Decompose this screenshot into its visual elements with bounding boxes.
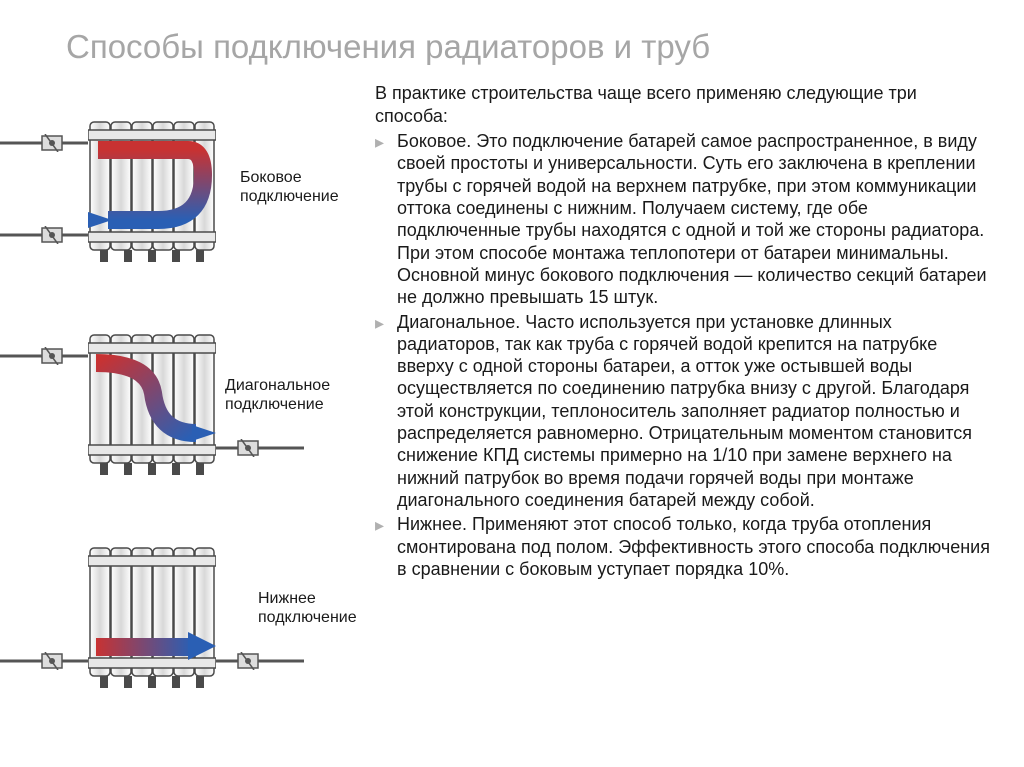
radiator-icon (88, 333, 216, 465)
label-diagonal: Диагональное подключение (225, 376, 355, 414)
label-bottom: Нижнее подключение (258, 589, 388, 627)
diagram-diagonal: Диагональное подключение (0, 321, 370, 496)
bullet-list: Боковое. Это подключение батарей самое р… (375, 130, 995, 582)
diagram-column: Боковое подключение (0, 108, 370, 747)
label-side: Боковое подключение (240, 168, 370, 206)
bullet-side: Боковое. Это подключение батарей самое р… (375, 130, 995, 309)
bullet-bottom: Нижнее. Применяют этот способ только, ко… (375, 513, 995, 580)
pipe-inlet (0, 134, 88, 152)
pipe-inlet (0, 347, 88, 365)
bullet-diagonal: Диагональное. Часто используется при уст… (375, 311, 995, 512)
pipe-inlet (0, 652, 88, 670)
pipe-outlet (216, 439, 304, 457)
radiator-icon (88, 546, 216, 678)
page-title: Способы подключения радиаторов и труб (66, 28, 710, 66)
diagram-side: Боковое подключение (0, 108, 370, 283)
pipe-outlet (216, 652, 304, 670)
radiator-icon (88, 120, 216, 252)
pipe-outlet (0, 226, 88, 244)
intro-text: В практике строительства чаще всего прим… (375, 82, 990, 127)
diagram-bottom: Нижнее подключение (0, 534, 370, 709)
